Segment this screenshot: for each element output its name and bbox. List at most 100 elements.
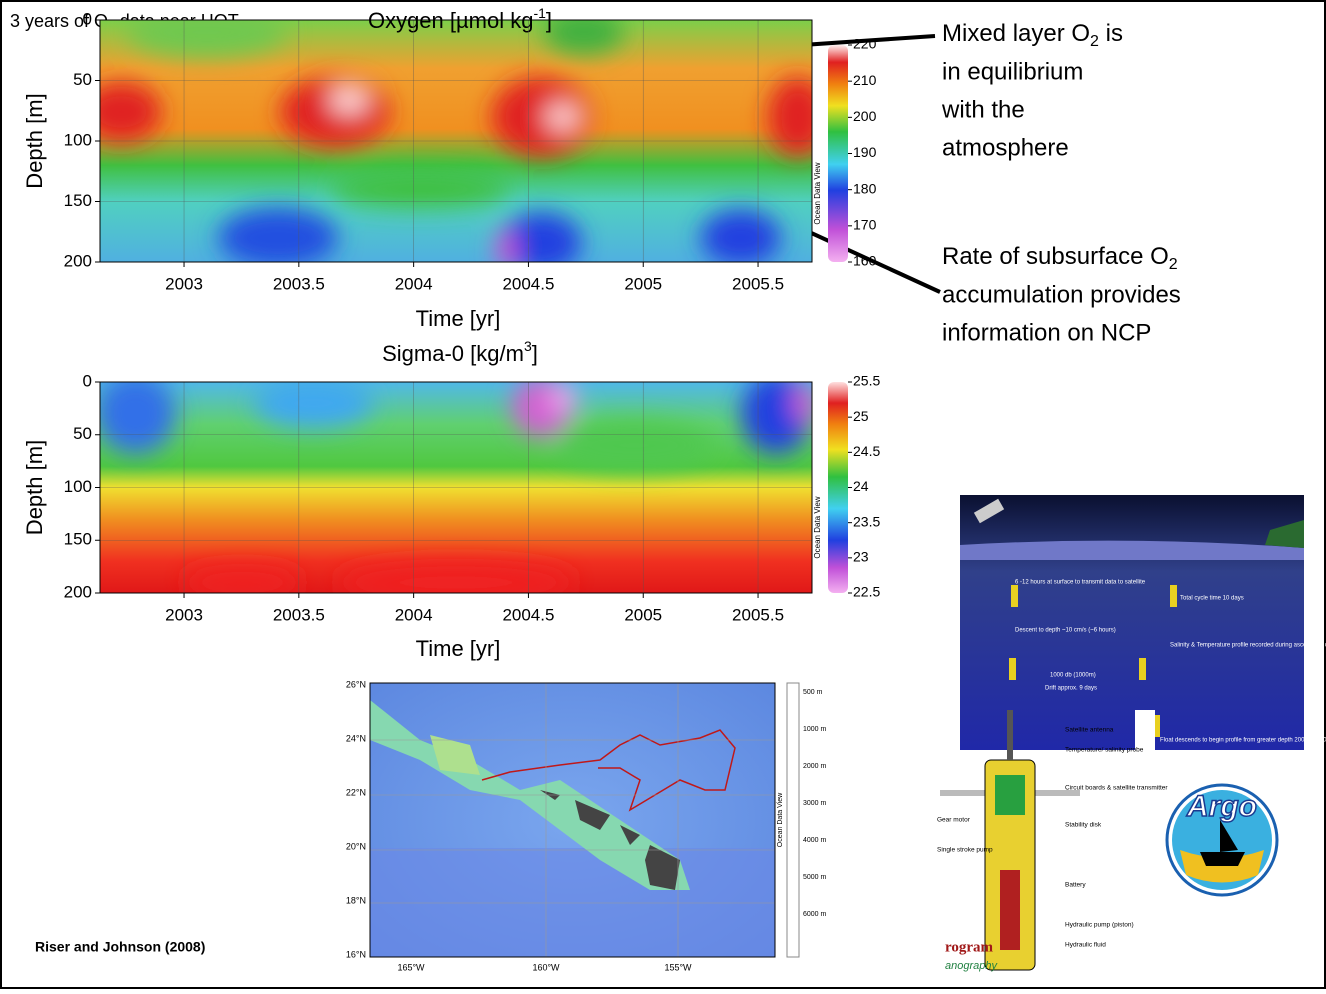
lat-label: 26°N: [346, 679, 366, 689]
argo-figure: 6 -12 hours at surface to transmit data …: [937, 495, 1326, 972]
scene-label: 1000 db (1000m): [1050, 673, 1096, 679]
colorbar-tick-label: 23.5: [853, 513, 880, 529]
lon-label: 155°W: [664, 962, 692, 972]
map-island: [540, 790, 680, 890]
x-tick-label: 2003.5: [273, 605, 325, 624]
y-tick-label: 0: [83, 9, 92, 28]
colorbar-tick-label: 180: [853, 180, 877, 196]
y-axis-label: Depth [m]: [22, 93, 47, 188]
scene-label: Total cycle time 10 days: [1180, 596, 1244, 602]
part-label: Gear motor: [937, 817, 971, 824]
x-tick-label: 2005: [624, 274, 662, 293]
annotation-line: with the: [941, 96, 1025, 123]
field-feature: [336, 562, 576, 593]
map-colorbar-label: Ocean Data View: [777, 792, 784, 847]
scene-label: 6 -12 hours at surface to transmit data …: [1015, 580, 1146, 586]
panel-title: Sigma-0 [kg/m3]: [382, 338, 538, 366]
colorbar-tick-label: 25.5: [853, 373, 880, 389]
annotation-sub: 2: [1169, 256, 1178, 273]
field-feature: [792, 383, 812, 424]
field-feature: [329, 85, 370, 114]
annotation-line: atmosphere: [942, 134, 1069, 161]
colorbar: [828, 382, 848, 593]
field-feature: [700, 209, 781, 262]
lon-label: 165°W: [397, 962, 425, 972]
field-feature: [100, 382, 176, 454]
brand-text: rogram: [945, 939, 994, 955]
depth-label: 500 m: [803, 689, 823, 696]
field-feature: [218, 207, 338, 262]
part-label: Battery: [1065, 882, 1086, 889]
field-feature: [544, 102, 581, 131]
title-text: Sigma-0 [kg/m: [382, 341, 524, 366]
part-label: Hydraulic pump (piston): [1065, 922, 1134, 929]
x-tick-label: 2004.5: [502, 605, 554, 624]
y-tick-label: 200: [64, 582, 92, 601]
colorbar-tick-label: 210: [853, 72, 877, 88]
y-tick-label: 0: [83, 371, 92, 390]
field: [100, 20, 812, 262]
x-tick-label: 2004.5: [502, 274, 554, 293]
x-tick-label: 2003: [165, 274, 203, 293]
colorbar-tick-label: 24: [853, 478, 869, 494]
argo-ship: [1200, 820, 1245, 866]
y-tick-label: 150: [64, 191, 92, 210]
logo-text: Argo: [1186, 790, 1257, 823]
part-label: Circuit boards & satellite transmitter: [1065, 785, 1168, 792]
argo-gap: [1135, 710, 1155, 755]
annotation-line: accumulation provides: [942, 281, 1181, 308]
colorbar-label: Ocean Data View: [813, 496, 822, 558]
land: [1265, 520, 1304, 548]
x-tick-label: 2005.5: [732, 274, 784, 293]
lat-label: 20°N: [346, 841, 366, 851]
citation: Riser and Johnson (2008): [35, 939, 205, 955]
annotation-sub: 2: [1090, 33, 1099, 50]
field-feature: [253, 382, 374, 429]
y-tick-label: 100: [64, 477, 92, 496]
annotation-line: in equilibrium: [942, 58, 1083, 85]
y-tick-label: 150: [64, 530, 92, 549]
plot-frame: [99, 381, 813, 594]
field-feature: [501, 212, 582, 262]
depth-bar: [786, 682, 800, 958]
lat-label: 18°N: [346, 895, 366, 905]
lat-label: 16°N: [346, 949, 366, 959]
depth-label: 4000 m: [803, 837, 827, 844]
depth-label: 3000 m: [803, 800, 827, 807]
brand-text: anography: [945, 960, 998, 972]
field-features: [100, 382, 812, 593]
x-tick-label: 2003: [165, 605, 203, 624]
scene-label: Descent to depth ~10 cm/s (~6 hours): [1015, 628, 1116, 634]
satellite: [973, 498, 1005, 524]
colorbar-tick-label: 22.5: [853, 584, 880, 600]
field-feature: [554, 420, 714, 471]
field-feature: [544, 20, 625, 55]
float-circuit: [995, 775, 1025, 815]
annotation-line: information on NCP: [942, 319, 1151, 346]
field-feature: [126, 20, 287, 58]
x-tick-label: 2003.5: [273, 274, 325, 293]
depth-label: 5000 m: [803, 874, 827, 881]
sea-surface: [960, 540, 1304, 560]
colorbar-label: Ocean Data View: [813, 162, 822, 224]
depth-label: 6000 m: [803, 911, 827, 918]
title-text: ]: [532, 341, 538, 366]
x-axis-label: Time [yr]: [416, 306, 501, 331]
map: Ocean Data View 26°N 24°N 22°N 20°N 18°N 16°N…: [346, 679, 827, 972]
map-frame: [369, 682, 776, 958]
argo-scene: [960, 495, 1304, 750]
y-axis-label: Depth [m]: [22, 440, 47, 535]
colorbar-tick-label: 23: [853, 549, 869, 565]
part-label: Hydraulic fluid: [1065, 942, 1106, 949]
colorbar-tick-label: 220: [853, 36, 877, 52]
colorbar-tick-label: 24.5: [853, 443, 880, 459]
part-label: Temperature/ salinity probe: [1065, 747, 1144, 754]
field-feature: [182, 567, 303, 593]
lat-label: 22°N: [346, 787, 366, 797]
colorbar-tick-label: 190: [853, 144, 877, 160]
x-tick-label: 2005.5: [732, 605, 784, 624]
x-tick-label: 2004: [395, 605, 433, 624]
field: [100, 382, 812, 593]
